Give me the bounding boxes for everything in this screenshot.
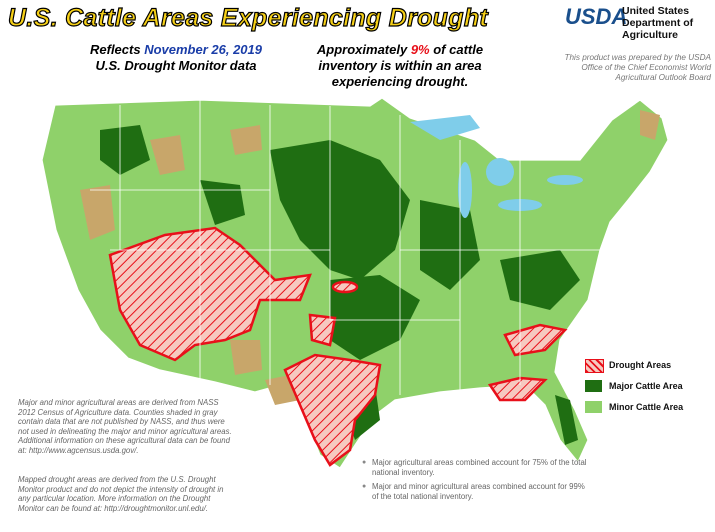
reflects-date: November 26, 2019	[144, 42, 262, 57]
agency-name: United States Department of Agriculture	[622, 5, 693, 41]
bullet: Major agricultural areas combined accoun…	[362, 458, 587, 478]
summary-prefix: Approximately	[316, 42, 411, 57]
note: Mapped drought areas are derived from th…	[18, 475, 224, 513]
reflects-prefix: Reflects	[90, 42, 145, 57]
title: U.S. Cattle Areas Experiencing Drought	[7, 3, 489, 32]
legend-swatch	[585, 380, 602, 392]
agency-name-line: Department of	[622, 17, 694, 29]
no-ag-areas	[80, 110, 660, 405]
legend-swatch	[585, 401, 602, 413]
summary-suffix: of cattle	[429, 42, 484, 57]
bullet: Major and minor agricultural areas combi…	[362, 482, 587, 502]
summary-line3: experiencing drought.	[331, 74, 469, 89]
legend-swatch	[585, 359, 604, 373]
usda-logo: USDA	[565, 4, 628, 29]
reflects-line2: U.S. Drought Monitor data	[95, 58, 257, 73]
legend-label: Major Cattle Area	[609, 381, 683, 391]
reflects: Reflects November 26, 2019 U.S. Drought …	[86, 42, 266, 74]
state-borders	[90, 100, 600, 395]
agency-name-line: Agriculture	[622, 29, 679, 41]
note: Major and minor agricultural areas are d…	[18, 398, 232, 455]
summary-line2: inventory is within an area	[318, 58, 482, 73]
legend-label: Minor Cattle Area	[609, 402, 684, 412]
agency-name-line: United States	[622, 5, 690, 17]
summary-percent: 9%	[410, 42, 430, 57]
summary: Approximately 9% of cattle inventory is …	[310, 42, 490, 90]
legend-label: Drought Areas	[609, 360, 672, 370]
credit: This product was prepared by the USDA Of…	[564, 53, 711, 82]
